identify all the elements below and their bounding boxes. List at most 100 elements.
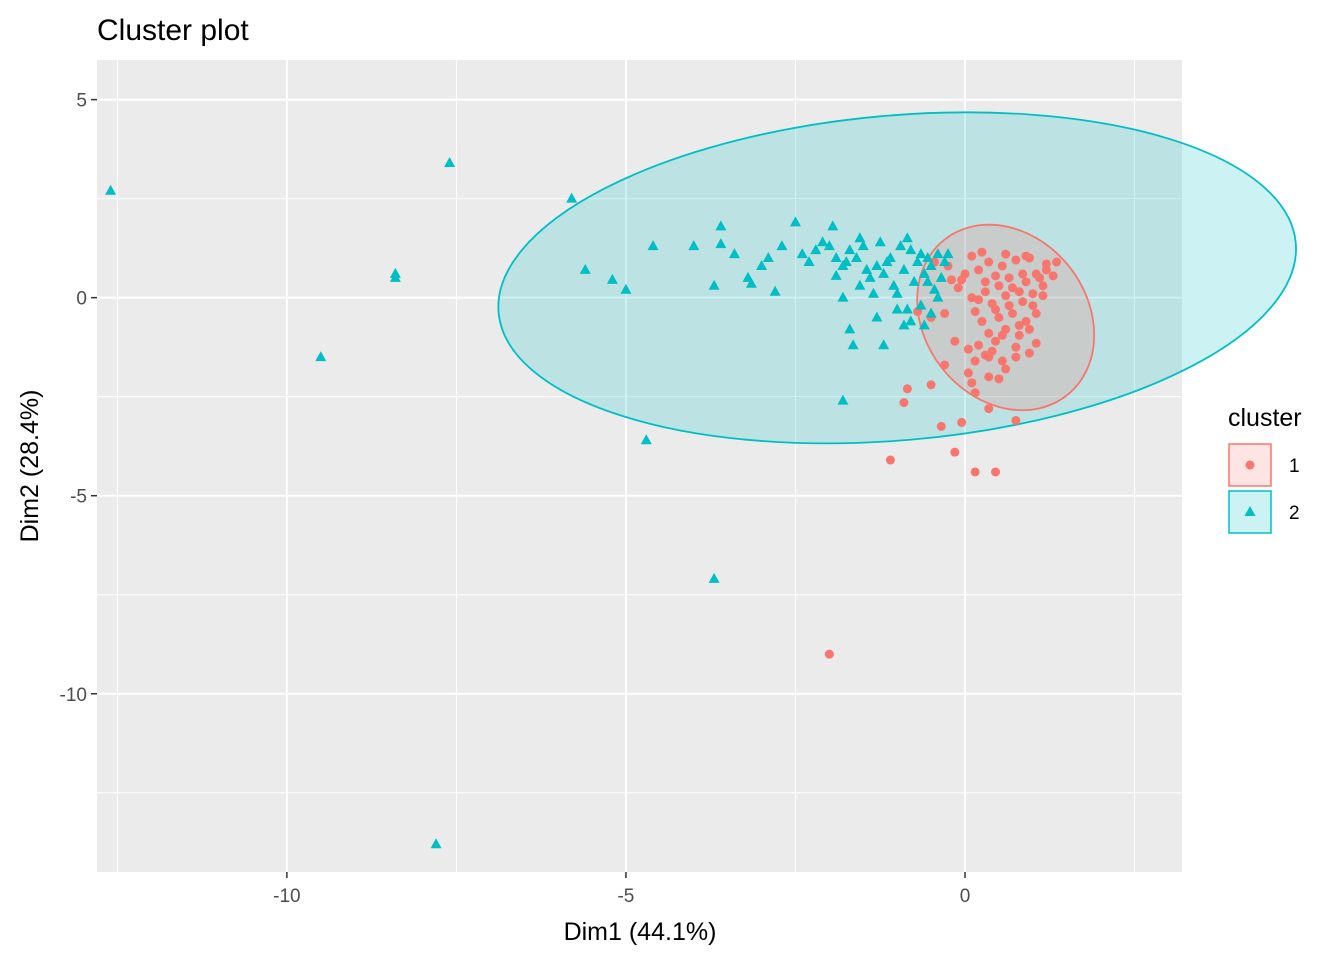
- cluster-ellipse-2: [497, 111, 1297, 445]
- legend-marker-1: [1245, 460, 1255, 470]
- y-axis-title: Dim2 (28.4%): [16, 390, 44, 543]
- point-cluster-1: [1031, 309, 1041, 319]
- point-cluster-2: [715, 238, 727, 249]
- point-cluster-1: [970, 388, 980, 398]
- y-tick-label: -5: [70, 487, 87, 508]
- point-cluster-2: [844, 323, 856, 334]
- point-cluster-1: [1004, 301, 1014, 311]
- legend-item-1: 1: [1228, 443, 1300, 487]
- data-points: [105, 156, 1062, 849]
- point-cluster-1: [984, 404, 994, 414]
- x-axis-title: Dim1 (44.1%): [564, 918, 717, 946]
- point-cluster-1: [994, 374, 1004, 384]
- point-cluster-2: [932, 248, 944, 259]
- point-cluster-1: [980, 277, 990, 287]
- grid-major: [97, 60, 1182, 872]
- point-cluster-2: [840, 256, 852, 267]
- point-cluster-1: [1011, 255, 1021, 265]
- point-cluster-2: [925, 259, 937, 270]
- point-cluster-2: [827, 220, 839, 231]
- point-cluster-2: [874, 236, 886, 247]
- point-cluster-1: [997, 261, 1007, 271]
- point-cluster-2: [915, 248, 927, 259]
- point-cluster-1: [940, 309, 950, 319]
- point-cluster-2: [915, 299, 927, 310]
- point-cluster-1: [885, 455, 895, 465]
- point-cluster-2: [647, 240, 659, 251]
- point-cluster-2: [918, 267, 930, 278]
- point-cluster-1: [1014, 287, 1024, 297]
- grid-minor: [97, 60, 1182, 872]
- point-cluster-1: [980, 287, 990, 297]
- point-cluster-1: [1024, 348, 1034, 358]
- point-cluster-1: [1021, 251, 1031, 261]
- point-cluster-1: [902, 384, 912, 394]
- point-cluster-1: [1028, 301, 1038, 311]
- point-cluster-1: [1052, 257, 1062, 267]
- point-cluster-2: [745, 277, 757, 288]
- point-cluster-2: [776, 240, 788, 251]
- point-cluster-2: [922, 252, 934, 263]
- point-cluster-2: [939, 256, 951, 267]
- legend-key-2: [1228, 490, 1272, 534]
- point-cluster-2: [762, 252, 774, 263]
- point-cluster-2: [708, 279, 720, 290]
- point-cluster-1: [991, 271, 1001, 281]
- point-cluster-2: [579, 263, 591, 274]
- point-cluster-2: [640, 434, 652, 445]
- y-tick-label: 5: [76, 91, 87, 112]
- point-cluster-2: [566, 192, 578, 203]
- point-cluster-1: [1035, 273, 1045, 283]
- point-cluster-1: [1001, 249, 1011, 259]
- y-tick-label: -10: [60, 685, 87, 706]
- point-cluster-2: [796, 248, 808, 259]
- point-cluster-1: [974, 295, 984, 305]
- point-cluster-2: [817, 236, 829, 247]
- point-cluster-1: [994, 281, 1004, 291]
- point-cluster-1: [946, 275, 956, 285]
- point-cluster-1: [1041, 265, 1051, 275]
- point-cluster-2: [837, 291, 849, 302]
- point-cluster-2: [901, 232, 913, 243]
- point-cluster-2: [389, 271, 401, 282]
- point-cluster-1: [1011, 342, 1021, 352]
- point-cluster-2: [756, 259, 768, 270]
- point-cluster-2: [898, 319, 910, 330]
- point-cluster-1: [967, 293, 977, 303]
- point-cluster-1: [977, 316, 987, 326]
- point-cluster-1: [963, 368, 973, 378]
- point-cluster-1: [1007, 283, 1017, 293]
- legend-label-1: 1: [1289, 456, 1300, 477]
- point-cluster-1: [1018, 297, 1028, 307]
- point-cluster-2: [715, 220, 727, 231]
- point-cluster-1: [967, 251, 977, 261]
- point-cluster-1: [994, 312, 1004, 322]
- point-cluster-1: [1014, 330, 1024, 340]
- legend-title: cluster: [1228, 404, 1302, 432]
- point-cluster-1: [987, 346, 997, 356]
- point-cluster-2: [728, 248, 740, 259]
- point-cluster-2: [810, 244, 822, 255]
- point-cluster-1: [967, 378, 977, 388]
- legend-label-2: 2: [1289, 503, 1300, 524]
- point-cluster-1: [1021, 316, 1031, 326]
- point-cluster-1: [1011, 352, 1021, 362]
- point-cluster-1: [1028, 289, 1038, 299]
- point-cluster-2: [912, 256, 924, 267]
- point-cluster-2: [606, 273, 618, 284]
- point-cluster-1: [991, 467, 1001, 477]
- point-cluster-2: [918, 319, 930, 330]
- point-cluster-2: [891, 303, 903, 314]
- point-cluster-2: [857, 240, 869, 251]
- point-cluster-1: [991, 336, 1001, 346]
- point-cluster-2: [854, 232, 866, 243]
- point-cluster-2: [871, 259, 883, 270]
- point-cluster-2: [823, 240, 835, 251]
- x-tick-label: -5: [617, 886, 634, 907]
- x-tick-label: 0: [960, 886, 971, 907]
- point-cluster-2: [789, 216, 801, 227]
- point-cluster-1: [1021, 277, 1031, 287]
- point-cluster-1: [1031, 338, 1041, 348]
- point-cluster-2: [901, 303, 913, 314]
